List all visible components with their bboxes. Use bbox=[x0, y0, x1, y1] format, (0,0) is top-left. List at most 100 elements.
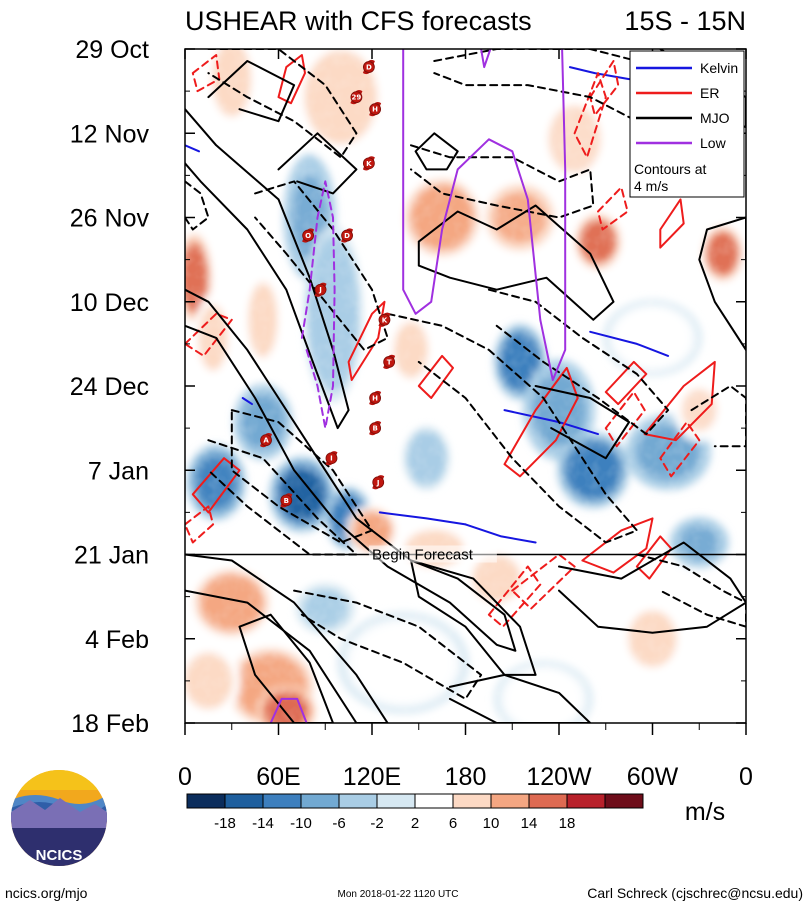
colorbar-bin-11 bbox=[604, 793, 644, 809]
ncics-logo: NCICS bbox=[11, 770, 107, 866]
colorbar-bin-0 bbox=[186, 793, 226, 809]
kelvin-positive-contour-3 bbox=[378, 511, 467, 526]
tc-marker-disc bbox=[341, 229, 353, 242]
tc-marker-disc bbox=[383, 356, 396, 368]
colorbar-unit: m/s bbox=[685, 798, 725, 826]
colorbar-label: -14 bbox=[252, 815, 274, 832]
y-tick-label: 21 Jan bbox=[74, 542, 149, 570]
tc-marker-disc bbox=[369, 392, 382, 404]
colorbar-label: 18 bbox=[559, 815, 576, 832]
x-tick-label: 180 bbox=[445, 763, 487, 791]
plot-area: Begin Forecast D 29 H K O D J K T H B A I J B bbox=[185, 49, 746, 723]
mjo-negative-contour-8 bbox=[487, 288, 670, 436]
tc-marker-10: B bbox=[369, 421, 382, 436]
colorbar-label: -6 bbox=[332, 815, 345, 832]
tc-marker-label: D bbox=[344, 232, 350, 240]
legend-label-er: ER bbox=[700, 85, 719, 101]
footer-credit: Carl Schreck (cjschrec@ncsu.edu) bbox=[587, 885, 803, 901]
footer-timestamp: Mon 2018-01-22 1120 UTC bbox=[338, 889, 459, 900]
mjo-negative-contour-2 bbox=[230, 409, 373, 544]
tc-marker-label: T bbox=[387, 358, 392, 366]
tc-marker-3: K bbox=[362, 156, 375, 171]
mjo-positive-contour-7 bbox=[414, 132, 459, 171]
tc-marker-disc bbox=[362, 157, 375, 170]
tc-marker-0: D bbox=[362, 59, 375, 75]
mjo-positive-contour-9 bbox=[238, 613, 334, 723]
tc-marker-disc bbox=[369, 103, 382, 116]
legend-note-line2: 4 m/s bbox=[634, 178, 668, 194]
mjo-positive-contour-5 bbox=[207, 60, 296, 123]
tc-marker-label: H bbox=[372, 106, 378, 114]
x-axis: 0 60E 120E 180 120W 60W 0 bbox=[178, 49, 753, 791]
tc-marker-disc bbox=[369, 422, 382, 435]
kelvin-positive-contour-0 bbox=[185, 144, 200, 153]
mjo-negative-contour-9 bbox=[635, 553, 746, 628]
legend-note-line1: Contours at bbox=[634, 161, 706, 177]
er-positive-contour-7 bbox=[604, 360, 648, 406]
forecast-label-bg bbox=[368, 545, 497, 563]
chart-title: USHEAR with CFS forecasts bbox=[185, 6, 532, 36]
x-tick-label: 0 bbox=[178, 763, 192, 791]
tc-marker-9: H bbox=[369, 390, 382, 406]
tc-marker-disc bbox=[325, 452, 338, 465]
colorbar-label: 14 bbox=[521, 815, 538, 832]
y-tick-label: 7 Jan bbox=[88, 457, 149, 485]
tc-marker-14: B bbox=[280, 493, 293, 508]
y-tick-label: 12 Nov bbox=[70, 120, 150, 148]
y-tick-label: 26 Nov bbox=[70, 205, 150, 233]
mjo-positive-contour-8 bbox=[185, 553, 389, 723]
tc-marker-13: J bbox=[372, 475, 385, 490]
low-positive-contour-1 bbox=[480, 49, 492, 69]
colorbar-bin-8 bbox=[490, 793, 530, 809]
tc-marker-label: A bbox=[263, 437, 269, 445]
er-positive-contour-0 bbox=[277, 54, 306, 105]
y-axis: 29 Oct 12 Nov 26 Nov 10 Dec 24 Dec 7 Jan 21 Ja… bbox=[70, 36, 746, 738]
er-positive-contour-3 bbox=[581, 517, 654, 574]
tc-marker-disc bbox=[372, 476, 385, 489]
colorbar-label: -10 bbox=[290, 815, 312, 832]
er-positive-contour-6 bbox=[659, 198, 685, 249]
tc-marker-disc bbox=[280, 494, 293, 507]
er-negative-contour-4 bbox=[487, 565, 542, 628]
colorbar-bin-6 bbox=[414, 793, 454, 809]
mjo-negative-contour-7 bbox=[293, 589, 483, 700]
low-positive-contour-2 bbox=[269, 697, 308, 723]
logo-text: NCICS bbox=[36, 847, 83, 864]
y-tick-label: 18 Feb bbox=[71, 710, 149, 738]
er-negative-contour-7 bbox=[659, 421, 701, 478]
er-negative-contour-2 bbox=[589, 60, 620, 117]
tc-marker-label: K bbox=[366, 160, 372, 168]
mjo-negative-contour-1 bbox=[254, 180, 389, 351]
colorbar-bin-2 bbox=[262, 793, 302, 809]
x-tick-label: 60E bbox=[256, 763, 300, 791]
forecast-start-label: Begin Forecast bbox=[372, 547, 474, 564]
colorbar-bin-1 bbox=[224, 793, 264, 809]
tc-marker-label: I bbox=[330, 455, 333, 463]
tc-marker-disc bbox=[302, 229, 315, 242]
tc-marker-disc bbox=[260, 434, 272, 447]
filtered-contours bbox=[185, 49, 746, 723]
er-positive-contour-9 bbox=[417, 354, 454, 399]
footer-url[interactable]: ncics.org/mjo bbox=[5, 885, 88, 901]
colorbar-bin-5 bbox=[376, 793, 416, 809]
colorbar-bin-7 bbox=[452, 793, 492, 809]
er-negative-contour-0 bbox=[185, 312, 233, 357]
tc-marker-label: J bbox=[376, 479, 380, 487]
tc-marker-4: O bbox=[302, 228, 315, 243]
mjo-negative-contour-5 bbox=[410, 144, 595, 219]
mjo-negative-contour-10 bbox=[690, 385, 746, 448]
colorbar: -18 -14 -10 -6 -2 2 6 10 14 18 bbox=[186, 793, 644, 832]
tc-marker-8: T bbox=[383, 354, 396, 370]
mjo-negative-contour-11 bbox=[185, 180, 210, 231]
colorbar-label: 10 bbox=[483, 815, 500, 832]
colorbar-bin-3 bbox=[300, 793, 340, 809]
legend-label-mjo: MJO bbox=[700, 110, 730, 126]
tropical-cyclone-markers: D 29 H K O D J K T H B A I J B bbox=[260, 59, 396, 508]
kelvin-positive-contour-6 bbox=[241, 397, 253, 406]
tc-marker-disc bbox=[362, 61, 375, 73]
colorbar-label: -2 bbox=[370, 815, 383, 832]
tc-marker-label: J bbox=[318, 286, 322, 294]
tc-marker-6: J bbox=[314, 282, 327, 297]
tc-marker-label: D bbox=[366, 64, 372, 72]
